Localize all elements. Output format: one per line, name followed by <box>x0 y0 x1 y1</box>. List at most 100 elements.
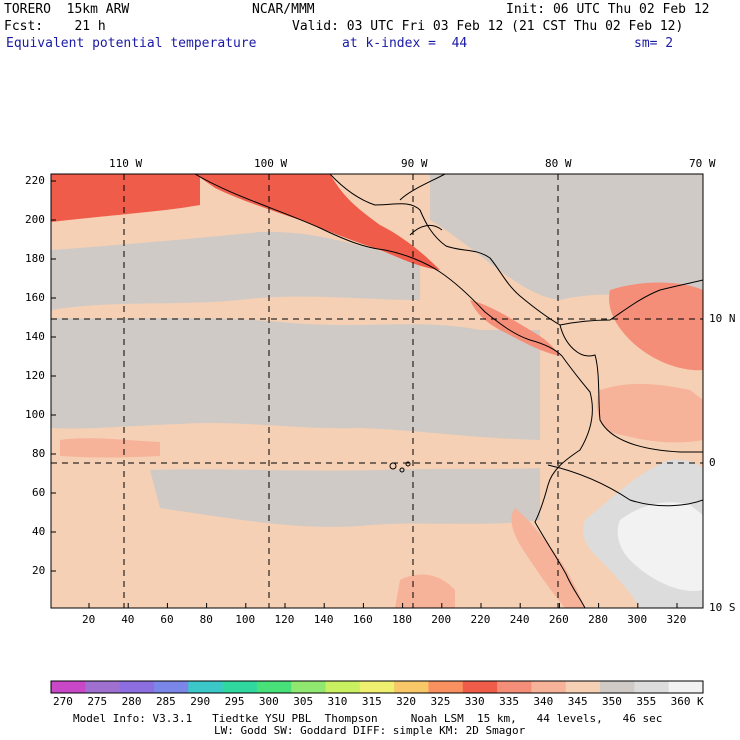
colorbar-label: 335 <box>499 695 519 708</box>
lat-label-10s: 10 S <box>709 601 736 614</box>
colorbar-swatch <box>325 681 361 693</box>
colorbar-label: 295 <box>224 695 245 708</box>
colorbar-swatch <box>565 681 601 693</box>
field-warm-patch <box>195 174 440 270</box>
galapagos-island <box>399 467 405 473</box>
galapagos-island <box>405 461 411 467</box>
bottom-grid-label: 300 <box>627 613 648 626</box>
field-warm-patch <box>395 574 455 608</box>
colorbar-label: 340 <box>533 695 554 708</box>
lat-label-10n: 10 N <box>709 312 736 325</box>
left-grid-label: 180 <box>25 252 45 265</box>
colorbar-label: 350 <box>602 695 622 708</box>
colorbar-swatch <box>153 681 189 693</box>
field-warm-patch <box>511 508 585 608</box>
valid-time: Valid: 03 UTC Fri 03 Feb 12 (21 CST Thu … <box>292 19 684 34</box>
colorbar-label: 285 <box>155 695 176 708</box>
colorbar-label: 360 <box>670 695 691 708</box>
bottom-grid-label: 120 <box>274 613 295 626</box>
colorbar-swatch <box>428 681 464 693</box>
colorbar <box>50 680 704 694</box>
colorbar-label: 315 <box>361 695 382 708</box>
bottom-grid-label: 100 <box>235 613 256 626</box>
bottom-grid-label: 260 <box>548 613 569 626</box>
colorbar-swatch <box>188 681 224 693</box>
colorbar-label: 270 <box>53 695 73 708</box>
colorbar-label: 320 <box>396 695 417 708</box>
coastline-gulf-and-caribbean <box>329 174 561 326</box>
left-grid-label: 140 <box>25 330 45 343</box>
country-border <box>559 324 703 453</box>
left-grid-label: 120 <box>25 369 45 382</box>
colorbar-swatch <box>359 681 395 693</box>
colorbar-label: 325 <box>430 695 451 708</box>
colorbar-swatch <box>51 681 86 693</box>
lon-label-70w: 70 W <box>689 157 716 170</box>
lat-label-equator: 0 <box>709 456 716 469</box>
init-time: Init: 06 UTC Thu 02 Feb 12 <box>506 2 710 17</box>
coastline-pacific-south-america <box>534 355 593 608</box>
colorbar-label: 345 <box>567 695 588 708</box>
forecast-hour: Fcst: 21 h <box>4 19 106 34</box>
left-grid-label: 220 <box>25 174 45 187</box>
left-grid-label: 20 <box>32 564 46 577</box>
left-grid-label: 60 <box>32 486 46 499</box>
bottom-grid-label: 20 <box>82 613 96 626</box>
field-band-grey <box>150 468 540 527</box>
bottom-grid-label: 40 <box>121 613 135 626</box>
colorbar-label: 355 <box>636 695 657 708</box>
bottom-grid-label: 140 <box>313 613 334 626</box>
bottom-grid-label: 180 <box>392 613 412 626</box>
bottom-grid-label: 60 <box>160 613 174 626</box>
left-grid-label: 160 <box>25 291 45 304</box>
colorbar-label: 290 <box>190 695 211 708</box>
colorbar-swatch <box>497 681 532 693</box>
bottom-grid-label: 220 <box>470 613 491 626</box>
lon-label-110w: 110 W <box>109 157 143 170</box>
colorbar-label: 305 <box>293 695 314 708</box>
coastline-central-america <box>194 174 563 357</box>
field-band-grey <box>51 318 540 440</box>
colorbar-swatch <box>119 681 155 693</box>
field-warm-patch <box>51 174 200 222</box>
colorbar-swatch <box>256 681 292 693</box>
bottom-grid-label: 280 <box>588 613 608 626</box>
colorbar-swatch <box>291 681 327 693</box>
lon-label-90w: 90 W <box>401 157 428 170</box>
lon-label-80w: 80 W <box>545 157 572 170</box>
field-cold-patch <box>617 502 703 591</box>
colorbar-frame <box>50 680 704 694</box>
center-name: NCAR/MMM <box>252 2 315 17</box>
colorbar-label: 275 <box>87 695 108 708</box>
left-grid-label: 40 <box>32 525 46 538</box>
left-grid-label: 200 <box>25 213 45 226</box>
lon-label-100w: 100 W <box>254 157 288 170</box>
left-grid-label: 80 <box>32 447 46 460</box>
colorbar-swatch <box>668 681 704 693</box>
coastline-yucatan <box>399 174 446 201</box>
colorbar-swatch <box>531 681 567 693</box>
colorbar-label: 280 <box>121 695 142 708</box>
field-warm-patch <box>596 383 703 443</box>
colorbar-label: 330 <box>464 695 485 708</box>
colorbar-swatch <box>394 681 429 693</box>
colorbar-swatch <box>222 681 258 693</box>
colorbar-label: 300 <box>258 695 279 708</box>
colorbar-label: 310 <box>327 695 348 708</box>
colorbar-swatch <box>634 681 670 693</box>
model-name: TORERO 15km ARW <box>4 2 130 17</box>
model-info-line1: Model Info: V3.3.1 Tiedtke YSU PBL Thomp… <box>73 712 663 725</box>
axis-ticks <box>51 180 678 608</box>
colorbar-swatch <box>85 681 121 693</box>
bottom-grid-label: 240 <box>509 613 530 626</box>
plot-frame <box>50 173 704 609</box>
map-field <box>51 174 703 608</box>
field-name: Equivalent potential temperature <box>6 36 257 51</box>
bottom-grid-label: 160 <box>352 613 373 626</box>
smoothing-label: sm= 2 <box>634 36 674 51</box>
bottom-grid-label: 80 <box>199 613 213 626</box>
colorbar-swatch <box>462 681 498 693</box>
coastline-south-america <box>559 279 703 326</box>
colorbar-label: K <box>697 695 704 708</box>
